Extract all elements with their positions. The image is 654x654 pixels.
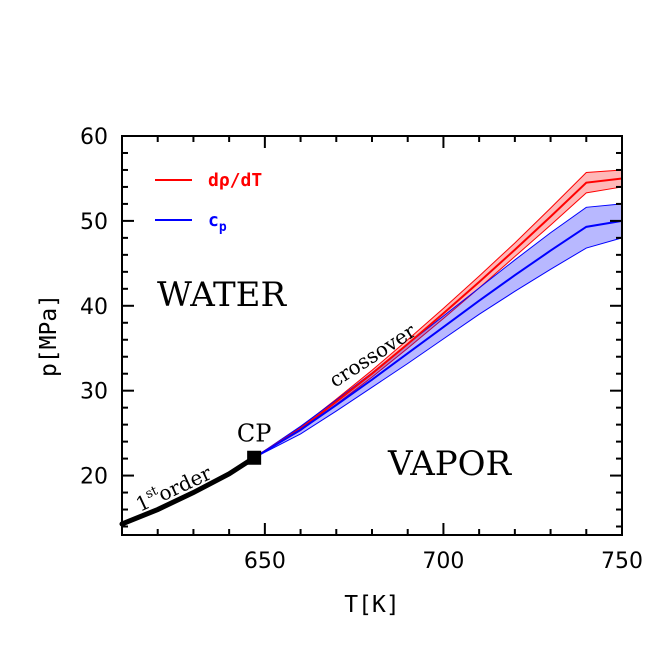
y-axis-label: p[MPa]: [36, 294, 62, 377]
x-axis-label: T[K]: [344, 592, 399, 618]
series-line-0: [253, 177, 623, 459]
y-tick-label: 50: [80, 210, 108, 235]
uncertainty-bands: [253, 169, 623, 459]
x-tick-label: 650: [244, 549, 286, 574]
y-tick-label: 30: [80, 380, 108, 405]
series-band-lower-1: [253, 237, 623, 459]
y-tick-label: 60: [80, 125, 108, 150]
first-order-label: 1storder: [132, 460, 216, 517]
x-tick-label: 750: [601, 549, 643, 574]
legend-label-drho-dt: dρ/dT: [208, 170, 262, 191]
y-tick-label: 40: [80, 295, 108, 320]
x-tick-label: 700: [422, 549, 464, 574]
series-lines: [119, 177, 623, 527]
series-band-0: [254, 169, 622, 458]
y-tick-label: 20: [80, 465, 108, 490]
axis-ticks: [122, 135, 623, 535]
series-band-upper-1: [253, 203, 623, 459]
legend: dρ/dT cp: [155, 170, 262, 235]
legend-label-cp: cp: [208, 210, 227, 235]
critical-point-label: CP: [237, 420, 272, 448]
region-label-vapor: VAPOR: [387, 444, 513, 484]
first-order-line: [119, 455, 257, 527]
critical-point-marker: [247, 450, 262, 465]
tick-labels: 650 700 750 20 30 40 50 60: [80, 125, 643, 574]
series-line-1: [253, 219, 623, 459]
region-label-water: WATER: [157, 275, 287, 315]
